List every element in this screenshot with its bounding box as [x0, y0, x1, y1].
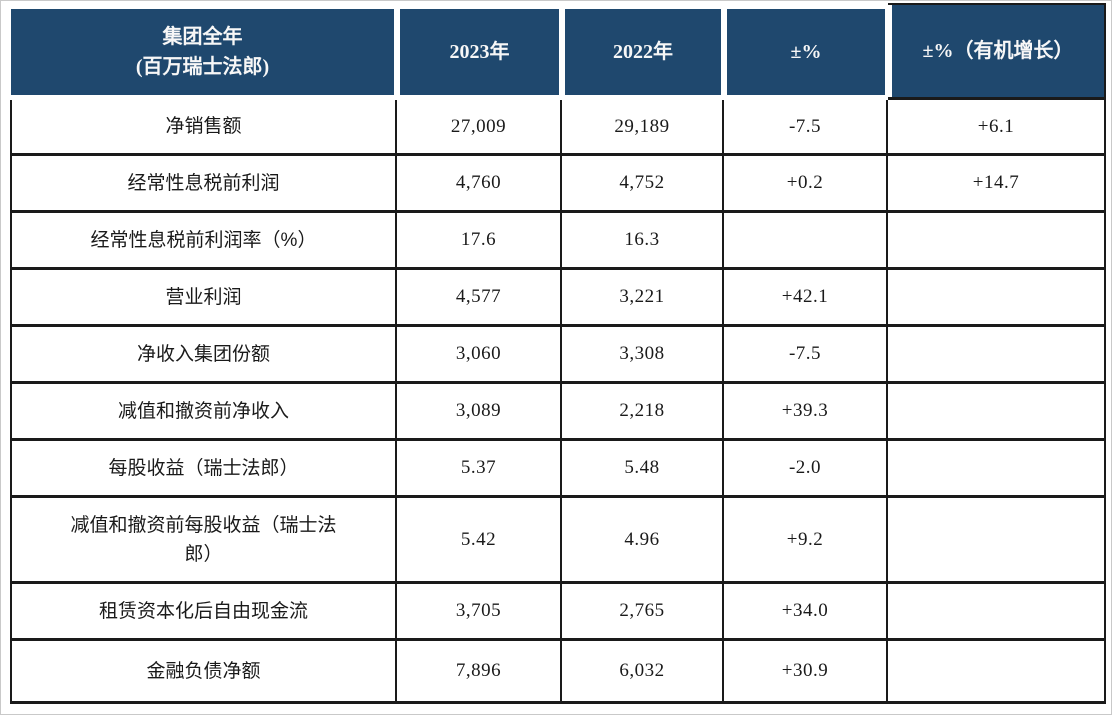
- row-label: 经常性息税前利润: [10, 156, 397, 213]
- value-organic: [888, 384, 1106, 441]
- value-2022: 3,221: [562, 270, 724, 327]
- value-2022: 3,308: [562, 327, 724, 384]
- header-title-line2: (百万瑞士法郎): [135, 56, 270, 78]
- row-label: 减值和撤资前净收入: [10, 384, 397, 441]
- value-pct: +0.2: [724, 156, 888, 213]
- value-2023: 17.6: [397, 213, 562, 270]
- row-label: 经常性息税前利润率（%）: [10, 213, 397, 270]
- value-pct: +30.9: [724, 641, 888, 704]
- financial-table: 集团全年 (百万瑞士法郎) 2023年 2022年 ±%: [10, 3, 1106, 704]
- value-pct: -2.0: [724, 441, 888, 498]
- value-2022: 4.96: [562, 498, 724, 584]
- header-2022-block: 2022年: [565, 9, 721, 95]
- value-pct: +9.2: [724, 498, 888, 584]
- row-label: 净收入集团份额: [10, 327, 397, 384]
- value-organic: [888, 498, 1106, 584]
- value-2023: 5.42: [397, 498, 562, 584]
- row-label: 金融负债净额: [10, 641, 397, 704]
- value-pct: +34.0: [724, 584, 888, 641]
- value-pct: +39.3: [724, 384, 888, 441]
- value-organic: [888, 641, 1106, 704]
- header-cell-pct: ±%: [724, 3, 888, 100]
- header-pct-label: ±%: [790, 41, 822, 63]
- value-organic: [888, 441, 1106, 498]
- row-label: 租赁资本化后自由现金流: [10, 584, 397, 641]
- row-label: 每股收益（瑞士法郎）: [10, 441, 397, 498]
- header-metric-block: 集团全年 (百万瑞士法郎): [11, 9, 394, 95]
- header-cell-organic: ±%（有机增长）: [888, 3, 1106, 100]
- value-organic: [888, 270, 1106, 327]
- value-2022: 2,218: [562, 384, 724, 441]
- value-2023: 7,896: [397, 641, 562, 704]
- header-2023-block: 2023年: [400, 9, 559, 95]
- value-2022: 4,752: [562, 156, 724, 213]
- value-pct: -7.5: [724, 100, 888, 156]
- value-2022: 16.3: [562, 213, 724, 270]
- value-2022: 29,189: [562, 100, 724, 156]
- header-2022-label: 2022年: [613, 41, 673, 63]
- header-cell-metric: 集团全年 (百万瑞士法郎): [10, 3, 397, 100]
- row-label: 减值和撤资前每股收益（瑞士法 郎）: [10, 498, 397, 584]
- header-organic-label: ±%（有机增长）: [922, 40, 1074, 62]
- value-2023: 3,705: [397, 584, 562, 641]
- value-2023: 4,760: [397, 156, 562, 213]
- value-2023: 27,009: [397, 100, 562, 156]
- value-pct: +42.1: [724, 270, 888, 327]
- value-2022: 2,765: [562, 584, 724, 641]
- value-2022: 5.48: [562, 441, 724, 498]
- value-organic: [888, 584, 1106, 641]
- value-organic: [888, 327, 1106, 384]
- value-2023: 3,089: [397, 384, 562, 441]
- header-organic-block: ±%（有机增长）: [892, 5, 1104, 97]
- value-pct: -7.5: [724, 327, 888, 384]
- header-2023-label: 2023年: [449, 41, 510, 63]
- value-organic: [888, 213, 1106, 270]
- header-cell-2023: 2023年: [397, 3, 562, 100]
- value-pct: [724, 213, 888, 270]
- header-title-line1: 集团全年: [162, 26, 243, 48]
- value-2023: 3,060: [397, 327, 562, 384]
- header-pct-block: ±%: [727, 9, 885, 95]
- row-label: 营业利润: [10, 270, 397, 327]
- value-organic: +6.1: [888, 100, 1106, 156]
- value-organic: +14.7: [888, 156, 1106, 213]
- header-cell-2022: 2022年: [562, 3, 724, 100]
- value-2023: 4,577: [397, 270, 562, 327]
- value-2022: 6,032: [562, 641, 724, 704]
- value-2023: 5.37: [397, 441, 562, 498]
- row-label: 净销售额: [10, 100, 397, 156]
